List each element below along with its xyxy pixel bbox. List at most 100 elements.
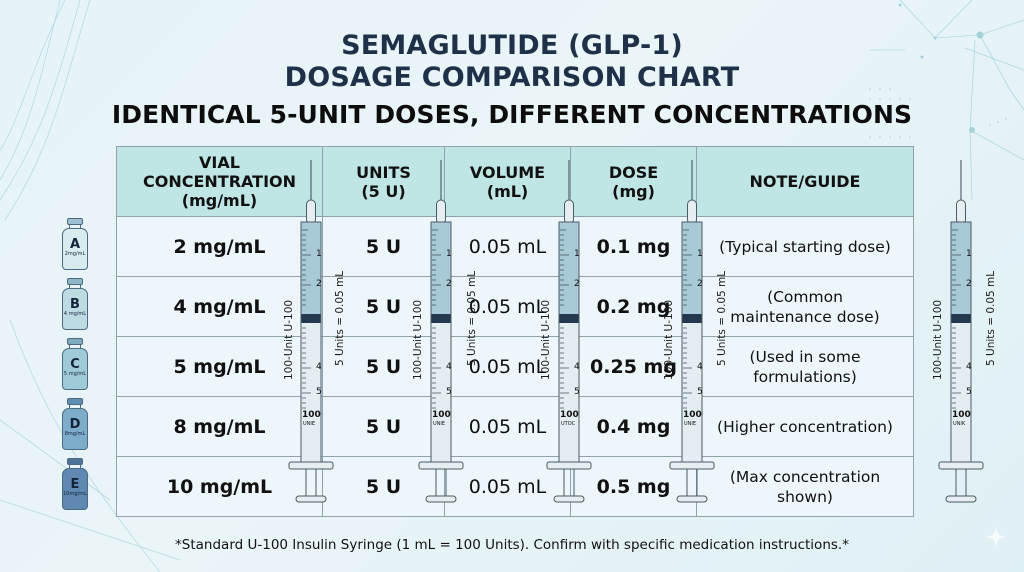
vial-a-icon: A 2mg/mL <box>62 218 88 270</box>
cell-dose: 0.2 mg <box>570 276 697 337</box>
note-text: (Higher concentration) <box>717 417 893 436</box>
sparkle-icon <box>985 526 1007 548</box>
scale-number: 5 <box>574 387 580 397</box>
vial-label: 2mg/mL <box>64 251 86 257</box>
vial-neck <box>69 405 81 409</box>
page-title-line1: SEMAGLUTIDE (GLP-1) <box>341 30 683 61</box>
header-text: NOTE/GUIDE <box>749 172 861 191</box>
scale-number: 1 <box>966 249 972 259</box>
vial-label: 8mg/mL <box>64 431 86 437</box>
vial-cap <box>67 338 83 345</box>
column-header-volume: VOLUME (mL) <box>444 146 571 217</box>
scale-number: 2 <box>446 279 452 289</box>
cell-note: (Used in some formulations) <box>696 336 914 397</box>
header-text: (mL) <box>486 181 529 201</box>
cell-volume: 0.05 mL <box>444 456 571 517</box>
vial-letter: C <box>70 357 80 372</box>
syringe-icon <box>411 160 471 503</box>
cell-volume: 0.05 mL <box>444 216 571 277</box>
scale-unit-text: UNIE <box>433 421 446 427</box>
vial-body: E 10mg/mL <box>62 468 88 510</box>
header-text: VOLUME <box>469 162 546 182</box>
vial-cap <box>67 218 83 225</box>
cell-note: (Typical starting dose) <box>696 216 914 277</box>
column-header-concentration: VIAL CONCENTRATION (mg/mL) <box>116 146 323 217</box>
cell-concentration: 8 mg/mL <box>116 396 323 457</box>
vial-label: 5 mg/mL <box>63 371 87 377</box>
page-subtitle: IDENTICAL 5-UNIT DOSES, DIFFERENT CONCEN… <box>111 100 913 129</box>
syringe-right-label: 5 Units = 0.05 mL <box>334 270 346 366</box>
scale-number: 4 <box>446 362 452 372</box>
vial-letter: A <box>69 237 81 252</box>
cell-volume: 0.05 mL <box>444 396 571 457</box>
note-text: shown) <box>777 487 833 506</box>
vial-d-icon: D 8mg/mL <box>62 398 88 450</box>
header-text: (mg/mL) <box>181 191 258 210</box>
note-text: (Max concentration <box>729 467 881 486</box>
page-title-line2: DOSAGE COMPARISON CHART <box>284 62 740 93</box>
scale-number: 100 <box>952 410 971 420</box>
header-text: (mg) <box>612 181 655 201</box>
cell-concentration: 4 mg/mL <box>116 276 323 337</box>
note-text: (Typical starting dose) <box>719 237 891 256</box>
scale-number: 1 <box>316 249 322 259</box>
scale-number: 5 <box>966 387 972 397</box>
header-text: (5 U) <box>361 181 406 201</box>
vial-label: 4 mg/mL <box>63 311 87 317</box>
vial-cap <box>67 458 83 465</box>
vial-body: C 5 mg/mL <box>62 348 88 390</box>
syringe-icon <box>662 160 722 503</box>
cell-dose: 0.25 mg <box>570 336 697 397</box>
cell-units: 5 U <box>322 456 445 517</box>
scale-number: 4 <box>316 362 322 372</box>
scale-number: 100 <box>560 410 579 420</box>
scale-number: 1 <box>446 249 452 259</box>
vial-neck <box>69 225 81 229</box>
vial-neck <box>69 465 81 469</box>
syringe-left-label: 100-Unit U-100 <box>540 299 552 380</box>
scale-number: 100 <box>432 410 451 420</box>
cell-note: (Common maintenance dose) <box>696 276 914 337</box>
scale-number: 2 <box>574 279 580 289</box>
scale-unit-text: UNIK <box>953 421 966 427</box>
syringe-right-label: 5 Units = 0.05 mL <box>716 270 728 366</box>
cell-units: 5 U <box>322 396 445 457</box>
syringe-left-label: 100-Unit U-100 <box>412 299 424 380</box>
scale-number: 2 <box>316 279 322 289</box>
vial-c-icon: C 5 mg/mL <box>62 338 88 390</box>
note-text: (Used in some <box>749 347 861 366</box>
vial-letter: B <box>70 297 80 312</box>
header-text: CONCENTRATION <box>142 172 297 191</box>
scale-number: 2 <box>697 279 703 289</box>
scale-number: 4 <box>966 362 972 372</box>
syringe-left-label: 100-Unit U-100 <box>932 299 944 380</box>
header-text: DOSE <box>608 162 659 182</box>
cell-note: (Higher concentration) <box>696 396 914 457</box>
scale-unit-text: UNIE <box>303 421 316 427</box>
syringe-icon <box>931 160 991 503</box>
column-header-dose: DOSE (mg) <box>570 146 697 217</box>
column-header-note: NOTE/GUIDE <box>696 146 914 217</box>
scale-number: 1 <box>574 249 580 259</box>
note-text: maintenance dose) <box>730 307 880 326</box>
table-row: 4 mg/mL 5 U 0.05 mL 0.2 mg (Common mainte… <box>116 276 914 337</box>
syringe-left-label: 100-Unit U-100 <box>283 299 295 380</box>
scale-unit-text: UTOC <box>561 421 576 427</box>
scale-number: 5 <box>697 387 703 397</box>
scale-number: 5 <box>316 387 322 397</box>
vial-neck <box>69 345 81 349</box>
vial-cap <box>67 278 83 285</box>
scale-number: 1 <box>697 249 703 259</box>
scale-number: 5 <box>446 387 452 397</box>
scale-number: 4 <box>697 362 703 372</box>
footnote: *Standard U-100 Insulin Syringe (1 mL = … <box>175 537 849 553</box>
scale-unit-text: UNIE <box>684 421 697 427</box>
table-row: 10 mg/mL 5 U 0.05 mL 0.5 mg (Max concent… <box>116 456 914 517</box>
syringe-icon <box>539 160 599 503</box>
scale-number: 4 <box>574 362 580 372</box>
column-header-units: UNITS (5 U) <box>322 146 445 217</box>
cell-volume: 0.05 mL <box>444 276 571 337</box>
note-text: formulations) <box>753 367 857 386</box>
syringe-left-label: 100-Unit U-100 <box>663 299 675 380</box>
syringe-right-label: 5 Units = 0.05 mL <box>985 270 997 366</box>
